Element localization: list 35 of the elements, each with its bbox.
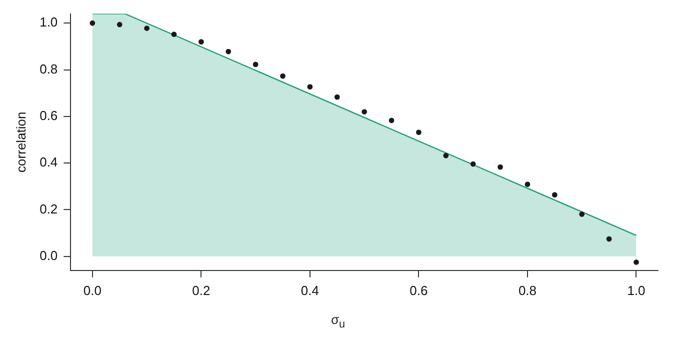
point <box>416 130 422 136</box>
point <box>252 62 258 68</box>
point <box>552 192 558 198</box>
y-axis-title: correlation <box>13 112 28 172</box>
x-axis-title: σ$_{u}$ <box>330 312 346 331</box>
y-tick-label: 0.2 <box>40 201 58 216</box>
point <box>171 32 177 38</box>
point <box>524 182 530 188</box>
x-tick-label: 0.2 <box>192 282 210 298</box>
point <box>634 260 639 265</box>
point <box>388 118 394 124</box>
x-tick-label: 0.8 <box>518 282 537 298</box>
y-tick-label: 0.0 <box>40 248 58 263</box>
y-tick-label: 0.4 <box>40 154 58 170</box>
point <box>280 73 286 79</box>
point <box>198 39 204 44</box>
y-tick-label: 1.0 <box>40 14 58 30</box>
x-tick-label: 1.0 <box>627 282 646 298</box>
y-tick-label: 0.6 <box>40 108 58 124</box>
point <box>470 161 476 167</box>
y-tick-label: 0.8 <box>40 61 58 76</box>
point <box>334 94 340 100</box>
x-tick-label: 0.6 <box>410 282 428 298</box>
point <box>498 164 503 170</box>
point <box>116 22 122 28</box>
point <box>579 211 585 217</box>
point <box>226 48 232 54</box>
x-tick-label: 0.0 <box>83 282 102 298</box>
x-tick-label: 0.4 <box>300 282 319 298</box>
point <box>307 84 313 90</box>
point <box>90 20 96 26</box>
point <box>443 152 449 158</box>
point <box>144 26 150 31</box>
point <box>362 109 368 114</box>
point <box>606 236 612 242</box>
